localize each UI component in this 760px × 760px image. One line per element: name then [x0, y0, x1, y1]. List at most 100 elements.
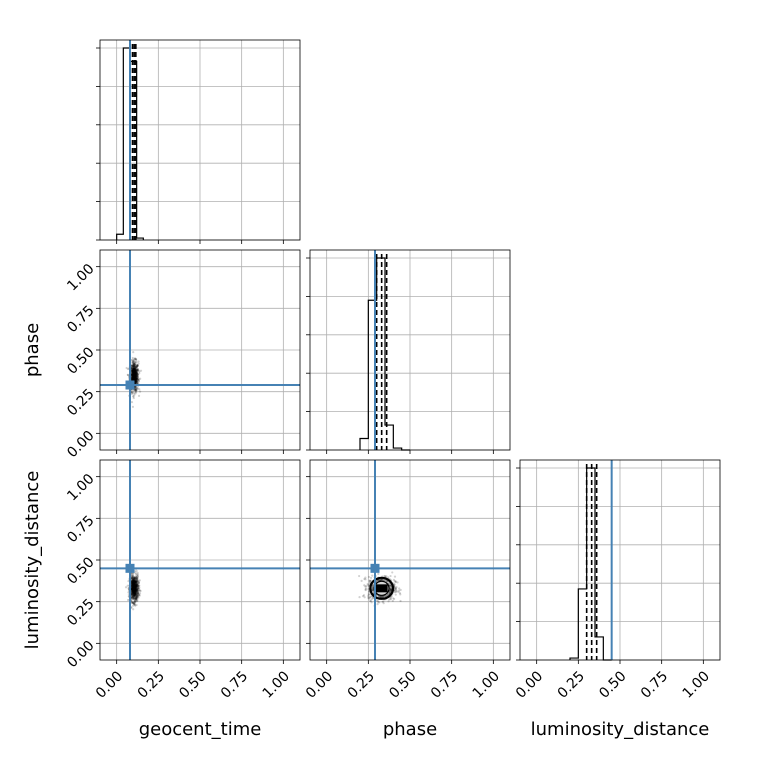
- panel-luminosity_distance_vs_geocent_time-sample-point: [135, 580, 138, 583]
- panel-phase_vs_geocent_time-sample-point: [131, 356, 134, 360]
- panel-phase_vs_geocent_time-sample-point: [134, 386, 137, 389]
- panel-luminosity_distance_vs_phase-sample-point: [389, 588, 392, 592]
- panel-luminosity_distance_vs_geocent_time-sample-point: [131, 601, 134, 605]
- panel-luminosity_distance_vs_phase-sample-point: [389, 588, 392, 591]
- panel-luminosity_distance_vs_phase-sample-point: [389, 590, 392, 593]
- panel-phase_vs_geocent_time-sample-point: [134, 392, 137, 395]
- panel-luminosity_distance_vs_geocent_time-sample-point: [136, 591, 139, 594]
- panel-luminosity_distance_vs_geocent_time-sample-point: [136, 584, 139, 587]
- panel-luminosity_distance_vs_geocent_time-sample-point: [133, 603, 136, 606]
- panel-luminosity_distance_vs_geocent_time-sample-point: [135, 596, 138, 599]
- panel-phase_vs_geocent_time-sample-point: [126, 373, 129, 376]
- panel-luminosity_distance_vs_geocent_time-sample-point: [137, 580, 141, 583]
- panel-luminosity_distance_vs_geocent_time-sample-point: [135, 596, 138, 599]
- panel-phase_vs_geocent_time-sample-point: [132, 362, 135, 365]
- panel-luminosity_distance_vs_geocent_time-sample-point: [133, 576, 136, 580]
- panel-luminosity_distance_vs_geocent_time-sample-point: [134, 604, 137, 607]
- panel-luminosity_distance_vs_geocent_time-sample-point: [136, 599, 139, 602]
- panel-luminosity_distance_vs_geocent_time-sample-point: [137, 581, 141, 584]
- panel-phase_vs_geocent_time-sample-point: [137, 378, 141, 381]
- panel-luminosity_distance_vs_geocent_time-sample-point: [136, 587, 140, 590]
- panel-luminosity_distance_vs_geocent_time-sample-point: [133, 599, 136, 602]
- panel-luminosity_distance_vs_geocent_time-sample-point: [136, 594, 139, 597]
- panel-phase_vs_geocent_time-sample-point: [136, 381, 139, 384]
- panel-luminosity_distance_vs_phase-sample-point: [364, 588, 367, 592]
- ytick-label-phase-2: 0.50: [64, 344, 97, 377]
- panel-luminosity_distance_vs_geocent_time-sample-point: [131, 596, 134, 599]
- panel-phase_vs_geocent_time-sample-point: [133, 363, 136, 366]
- panel-luminosity_distance_vs_phase-sample-point: [389, 597, 392, 600]
- panel-luminosity_distance_vs_geocent_time-sample-point: [135, 595, 138, 598]
- xtick-label-geocent_time-3: 0.75: [218, 668, 251, 701]
- panel-luminosity_distance_vs_phase-sample-point: [366, 583, 369, 586]
- panel-luminosity_distance_vs_geocent_time-sample-point: [131, 596, 135, 599]
- panel-luminosity_distance_vs_phase-sample-point: [367, 584, 370, 587]
- panel-phase_vs_geocent_time-sample-point: [130, 401, 134, 404]
- panel-luminosity_distance_vs_geocent_time-sample-point: [130, 596, 133, 599]
- panel-luminosity_distance_vs_phase-sample-point: [379, 579, 382, 582]
- panel-luminosity_distance_vs_geocent_time-sample-point: [132, 595, 136, 598]
- panel-phase_vs_geocent_time-sample-point: [136, 375, 139, 378]
- panel-phase_vs_geocent_time-sample-point: [137, 360, 140, 363]
- panel-luminosity_distance_vs_phase-sample-point: [398, 587, 401, 590]
- ylabel-phase: phase: [22, 323, 43, 377]
- panel-luminosity_distance_vs_phase-sample-point: [399, 593, 402, 596]
- panel-luminosity_distance_vs_phase-sample-point: [388, 591, 391, 594]
- panel-luminosity_distance_vs_geocent_time-sample-point: [133, 600, 137, 603]
- ytick-label-luminosity_distance-2: 0.50: [64, 554, 97, 587]
- panel-luminosity_distance_vs_geocent_time-sample-point: [130, 579, 134, 582]
- panel-phase_vs_geocent_time-sample-point: [130, 365, 133, 368]
- panel-phase_vs_geocent_time-sample-point: [136, 373, 139, 376]
- panel-phase_vs_geocent_time-sample-point: [132, 395, 135, 398]
- xtick-label-geocent_time-4: 1.00: [260, 668, 293, 701]
- panel-phase_vs_geocent_time-sample-point: [132, 396, 135, 400]
- panel-luminosity_distance_vs_geocent_time-sample-point: [130, 595, 133, 598]
- panel-luminosity_distance_vs_geocent_time-sample-point: [133, 597, 137, 600]
- panel-luminosity_distance_vs_geocent_time-sample-point: [133, 598, 137, 601]
- panel-luminosity_distance_vs_geocent_time-sample-point: [136, 587, 140, 590]
- panel-phase_vs_geocent_time-sample-point: [136, 364, 139, 367]
- panel-luminosity_distance_vs_phase-sample-point: [383, 595, 386, 598]
- panel-luminosity_distance_vs_geocent_time-sample-point: [126, 598, 130, 602]
- panel-phase_vs_geocent_time-sample-point: [136, 368, 139, 371]
- panel-luminosity_distance_vs_geocent_time-sample-point: [136, 583, 139, 587]
- panel-luminosity_distance_vs_phase-sample-point: [376, 599, 379, 603]
- panel-luminosity_distance_vs_geocent_time-sample-point: [133, 600, 137, 603]
- panel-luminosity_distance_vs_geocent_time-sample-point: [137, 581, 140, 585]
- panel-luminosity_distance_vs_geocent_time-sample-point: [134, 576, 137, 580]
- panel-luminosity_distance_vs_geocent_time-sample-point: [136, 573, 139, 576]
- xtick-label-phase-4: 1.00: [470, 668, 503, 701]
- panel-luminosity_distance_vs_phase-sample-point: [369, 576, 373, 580]
- panel-luminosity_distance_vs_phase-sample-point: [399, 599, 402, 603]
- panel-luminosity_distance_vs_geocent_time-sample-point: [137, 581, 140, 584]
- panel-luminosity_distance_vs_phase-sample-point: [363, 596, 366, 599]
- panel-luminosity_distance_vs_geocent_time-sample-point: [136, 584, 139, 588]
- panel-luminosity_distance_vs_geocent_time-sample-point: [131, 576, 134, 579]
- panel-luminosity_distance_vs_geocent_time-sample-point: [131, 595, 134, 598]
- panel-luminosity_distance_vs_phase-sample-point: [395, 586, 398, 589]
- panel-phase_vs_geocent_time-sample-point: [136, 378, 140, 381]
- panel-luminosity_distance_vs_geocent_time-sample-point: [130, 579, 134, 583]
- panel-phase_vs_geocent_time-sample-point: [137, 379, 140, 383]
- panel-luminosity_distance_vs_geocent_time-sample-point: [133, 602, 136, 605]
- panel-phase_vs_geocent_time-sample-point: [135, 381, 139, 385]
- panel-phase_vs_geocent_time-sample-point: [130, 364, 133, 367]
- panel-luminosity_distance_vs_phase-sample-point: [368, 579, 371, 582]
- panel-luminosity_distance_vs_geocent_time-density-core: [132, 583, 136, 594]
- panel-luminosity_distance_vs_phase-sample-point: [392, 578, 396, 581]
- panel-luminosity_distance_vs_geocent_time-sample-point: [136, 595, 139, 598]
- panel-luminosity_distance_vs_phase-sample-point: [388, 591, 391, 594]
- panel-luminosity_distance_vs_geocent_time-sample-point: [136, 590, 140, 593]
- xtick-label-luminosity_distance-2: 0.50: [596, 668, 629, 701]
- panel-luminosity_distance_vs_geocent_time-sample-point: [136, 598, 139, 601]
- panel-luminosity_distance_vs_phase-sample-point: [388, 590, 392, 593]
- panel-phase_vs_geocent_time-sample-point: [136, 373, 140, 376]
- xtick-label-geocent_time-0: 0.00: [93, 668, 126, 701]
- panel-phase_vs_geocent_time-sample-point: [136, 367, 139, 371]
- panel-luminosity_distance_vs_phase-sample-point: [398, 592, 401, 595]
- panel-phase_vs_geocent_time-sample-point: [136, 378, 140, 381]
- panel-phase_vs_geocent_time-sample-point: [131, 361, 134, 364]
- panel-luminosity_distance_vs_geocent_time-sample-point: [132, 597, 136, 600]
- panel-luminosity_distance_vs_phase-sample-point: [360, 579, 363, 582]
- panel-luminosity_distance_vs_phase-sample-point: [364, 576, 367, 579]
